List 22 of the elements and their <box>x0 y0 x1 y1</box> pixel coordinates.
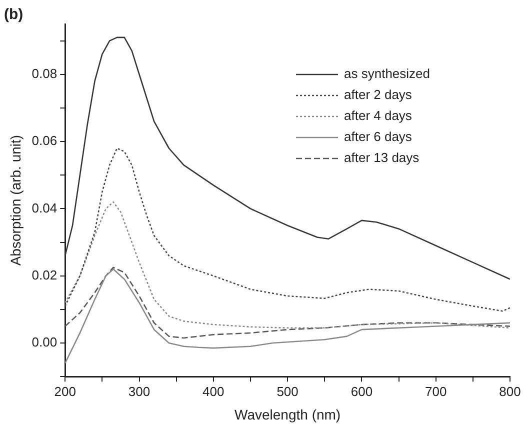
y-tick-label: 0.02 <box>32 267 58 282</box>
x-tick-label: 700 <box>425 384 447 399</box>
x-tick-label: 300 <box>128 384 150 399</box>
x-axis-title: Wavelength (nm) <box>234 406 341 422</box>
legend-label: after 4 days <box>344 108 412 124</box>
x-tick-label: 600 <box>350 384 373 399</box>
legend-label: after 6 days <box>344 129 412 144</box>
legend-label: after 2 days <box>344 87 412 102</box>
y-tick-label: 0.08 <box>32 66 58 81</box>
line-series <box>65 148 510 312</box>
y-tick-label: 0.00 <box>32 334 58 350</box>
y-tick-label: 0.04 <box>32 200 58 216</box>
x-tick-label: 200 <box>54 384 76 399</box>
x-tick-label: 400 <box>202 384 224 399</box>
line-series <box>65 266 510 339</box>
legend-label: as synthesized <box>344 66 430 82</box>
x-tick-label: 500 <box>276 384 298 399</box>
chart-title: (b) <box>4 6 24 24</box>
x-tick-label: 800 <box>499 384 521 399</box>
y-tick-label: 0.06 <box>32 133 58 148</box>
y-axis-title: Absorption (arb. unit) <box>7 134 24 266</box>
legend-label: after 13 days <box>344 150 420 166</box>
